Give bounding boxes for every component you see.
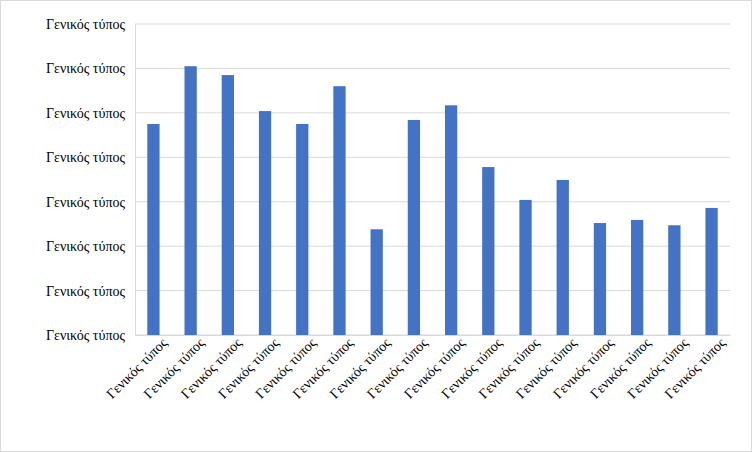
bar <box>519 200 531 335</box>
y-tick: Γενικός τύπος <box>46 284 135 299</box>
y-tick-label: Γενικός τύπος <box>46 328 125 343</box>
y-tick-label: Γενικός τύπος <box>46 17 125 32</box>
bar <box>408 120 420 335</box>
grid-line <box>135 68 730 69</box>
y-tick: Γενικός τύπος <box>46 239 135 254</box>
y-tick: Γενικός τύπος <box>46 106 135 121</box>
bars <box>147 66 717 335</box>
bar <box>705 208 717 335</box>
bar <box>147 124 159 335</box>
bar <box>482 167 494 335</box>
x-tick: Γενικός τύπος <box>662 335 729 402</box>
y-tick-label: Γενικός τύπος <box>46 150 125 165</box>
grid-line <box>135 24 730 25</box>
plot: Γενικός τύπος Γενικός τύπος Γενικός τύπος Γ… <box>46 17 731 402</box>
bar <box>296 124 308 335</box>
y-tick: Γενικός τύπος <box>46 61 135 76</box>
x-tick-label: Γενικός τύπος <box>662 335 729 402</box>
y-tick: Γενικός τύπος <box>46 328 135 343</box>
grid <box>135 24 730 335</box>
bar <box>445 105 457 335</box>
y-tick-label: Γενικός τύπος <box>46 61 125 76</box>
y-tick: Γενικός τύπος <box>46 195 135 210</box>
y-tick-label: Γενικός τύπος <box>46 106 125 121</box>
bar <box>371 229 383 335</box>
y-tick-label: Γενικός τύπος <box>46 195 125 210</box>
bar <box>184 66 196 335</box>
bar <box>259 111 271 335</box>
bar <box>668 225 680 335</box>
y-tick-label: Γενικός τύπος <box>46 284 125 299</box>
y-axis: Γενικός τύπος Γενικός τύπος Γενικός τύπος Γ… <box>46 17 136 343</box>
bar <box>333 86 345 335</box>
bar <box>557 180 569 335</box>
y-tick: Γενικός τύπος <box>46 150 135 165</box>
chart: Γενικός τύπος Γενικός τύπος Γενικός τύπος Γ… <box>0 0 752 452</box>
chart-border <box>1 1 752 452</box>
y-axis-line <box>135 25 136 336</box>
bar <box>594 223 606 335</box>
y-tick-label: Γενικός τύπος <box>46 239 125 254</box>
bar <box>631 220 643 335</box>
y-tick: Γενικός τύπος <box>46 17 135 32</box>
bar <box>222 75 234 335</box>
x-axis: Γενικός τύποςΓενικός τύποςΓενικός τύποςΓ… <box>104 335 731 402</box>
